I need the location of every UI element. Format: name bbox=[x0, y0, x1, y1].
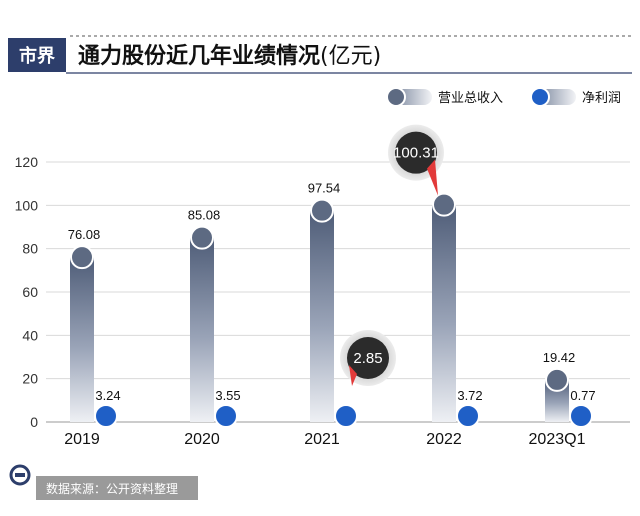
grid-layer: 0 20 40 60 80 100 120 bbox=[15, 154, 630, 430]
legend: 营业总收入 净利润 bbox=[386, 87, 621, 107]
page-title: 通力股份近几年业绩情况(亿元) bbox=[78, 43, 381, 69]
profit-dot bbox=[334, 404, 358, 428]
profit-dot bbox=[456, 404, 480, 428]
y-tick-label: 40 bbox=[22, 327, 38, 343]
revenue-dot bbox=[70, 245, 94, 270]
logo-text: 市界 bbox=[19, 45, 55, 67]
source-icon-bar bbox=[15, 473, 25, 477]
x-tick-label: 2020 bbox=[184, 431, 220, 448]
bars-layer bbox=[70, 124, 593, 428]
y-tick-label: 80 bbox=[22, 241, 38, 257]
legend-profit-label: 净利润 bbox=[582, 91, 621, 106]
revenue-dot bbox=[432, 192, 456, 217]
source-box bbox=[36, 476, 198, 500]
x-tick-label: 2019 bbox=[64, 431, 100, 448]
title-unit: (亿元) bbox=[320, 44, 381, 69]
revenue-value-label: 85.08 bbox=[188, 208, 221, 223]
legend-revenue-dot bbox=[386, 87, 406, 107]
revenue-dot bbox=[545, 367, 569, 392]
profit-dot bbox=[214, 404, 238, 428]
y-tick-label: 20 bbox=[22, 371, 38, 387]
profit-dot bbox=[569, 404, 593, 428]
logo-badge bbox=[8, 38, 66, 72]
callout-bubble bbox=[347, 337, 389, 379]
profit-dot bbox=[94, 404, 118, 428]
revenue-dot bbox=[310, 198, 334, 223]
y-tick-label: 100 bbox=[15, 197, 39, 213]
y-tick-label: 0 bbox=[30, 414, 38, 430]
profit-value-label: 2.85 bbox=[353, 350, 382, 367]
y-tick-label: 120 bbox=[15, 154, 39, 170]
revenue-bar bbox=[190, 237, 214, 422]
revenue-dot bbox=[190, 225, 214, 250]
revenue-value-label: 76.08 bbox=[68, 227, 101, 242]
revenue-bar bbox=[432, 204, 456, 422]
labels-layer: 2019 2020 2021 2022 2023Q1 76.08 85.08 97.54 100… bbox=[64, 145, 595, 448]
callout-pointer bbox=[427, 159, 438, 196]
callout-pointer bbox=[349, 365, 357, 386]
profit-value-label: 3.24 bbox=[95, 388, 120, 403]
profit-value-label: 3.55 bbox=[215, 388, 240, 403]
revenue-bar bbox=[310, 210, 334, 422]
title-main: 通力股份近几年业绩情况 bbox=[78, 43, 320, 69]
callout-bubble bbox=[395, 131, 437, 174]
revenue-value-label: 100.31 bbox=[393, 145, 439, 162]
y-tick-label: 60 bbox=[22, 284, 38, 300]
legend-revenue-label: 营业总收入 bbox=[438, 91, 503, 106]
source-text: 数据来源：公开资料整理 bbox=[46, 481, 178, 496]
revenue-value-label: 97.54 bbox=[308, 181, 341, 196]
x-tick-label: 2022 bbox=[426, 431, 462, 448]
source-footer: 数据来源：公开资料整理 bbox=[9, 464, 198, 500]
profit-value-label: 0.77 bbox=[570, 388, 595, 403]
x-tick-label: 2021 bbox=[304, 431, 340, 448]
revenue-bar bbox=[70, 257, 94, 422]
x-tick-label: 2023Q1 bbox=[529, 431, 586, 448]
profit-value-label: 3.72 bbox=[457, 388, 482, 403]
revenue-value-label: 19.42 bbox=[543, 350, 576, 365]
legend-profit-dot bbox=[530, 87, 550, 107]
